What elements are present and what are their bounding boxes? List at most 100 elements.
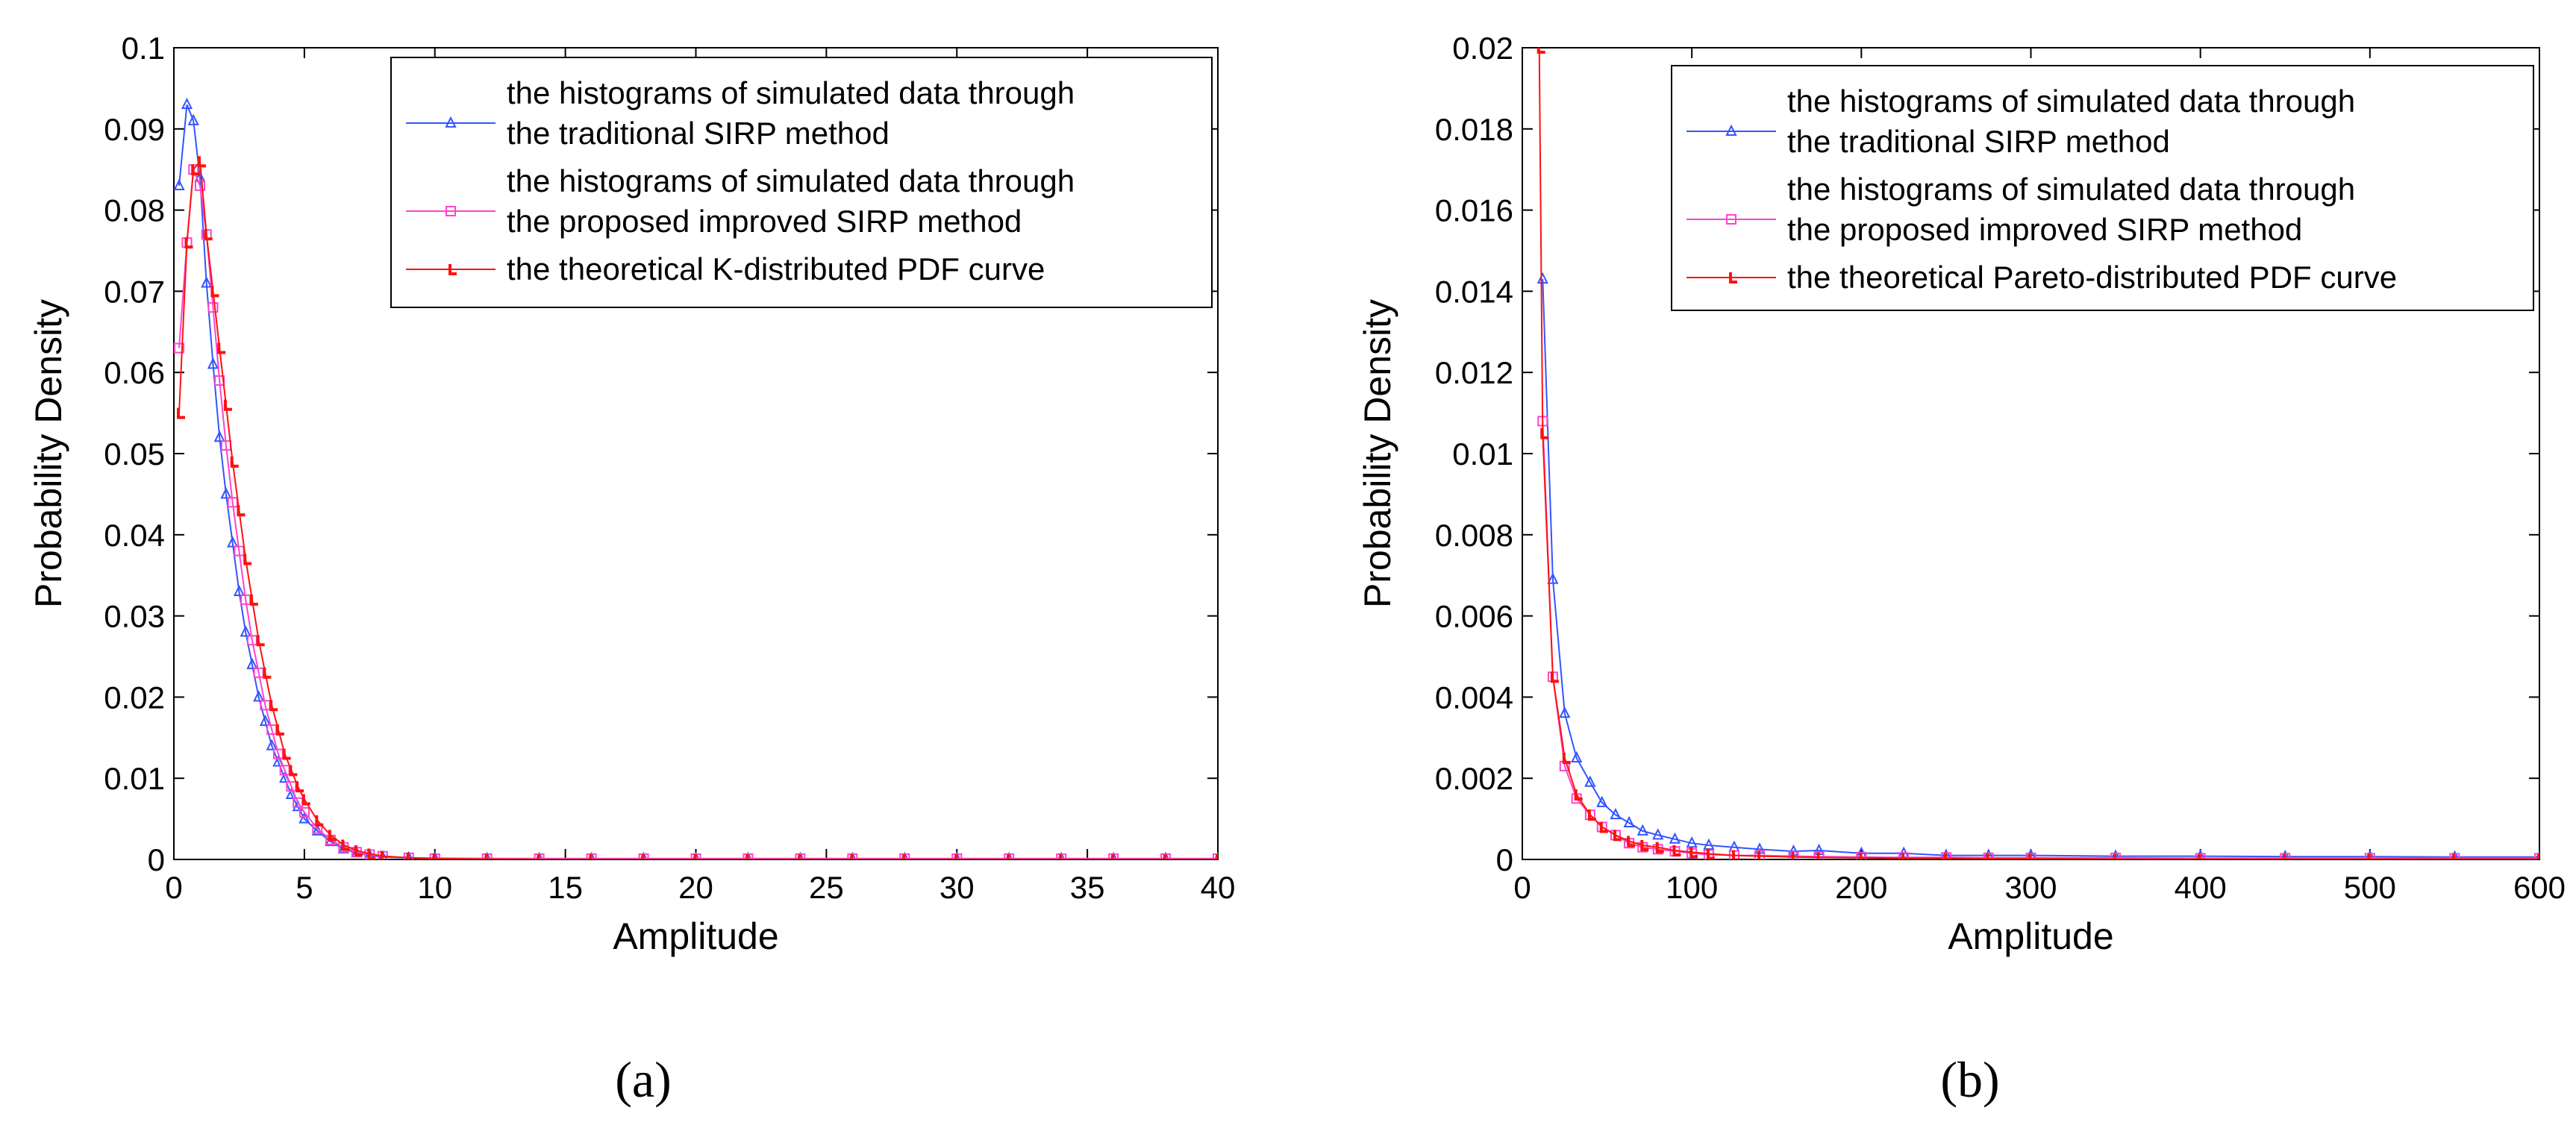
data-point-improved	[2280, 853, 2291, 859]
data-point-theoretical	[217, 342, 226, 354]
data-point-theoretical	[197, 156, 206, 168]
data-point-theoretical	[204, 229, 213, 241]
data-point-theoretical	[1640, 839, 1649, 851]
data-point-improved	[2364, 853, 2375, 859]
data-point-theoretical	[2198, 853, 2201, 859]
data-point-traditional	[1636, 824, 1648, 836]
x-tick-label: 0	[1513, 870, 1531, 905]
data-point-theoretical	[1901, 853, 1905, 859]
legend-label-traditional: the histograms of simulated data through	[1787, 84, 2355, 119]
legend-label-traditional: the traditional SIRP method	[1787, 124, 2170, 159]
y-tick-label: 0.09	[104, 112, 165, 147]
series-layer	[174, 97, 1218, 859]
data-point-traditional	[201, 276, 213, 288]
data-point-theoretical	[249, 594, 258, 606]
data-point-traditional	[227, 536, 239, 548]
data-point-improved	[2195, 853, 2206, 859]
data-point-traditional	[266, 739, 278, 751]
legend-marker-traditional	[445, 116, 457, 128]
data-point-theoretical	[432, 853, 436, 859]
y-tick-label: 0.002	[1435, 761, 1513, 796]
legend-marker-theoretical	[448, 264, 457, 275]
legend-label-traditional: the histograms of simulated data through	[507, 75, 1075, 110]
data-point-improved	[899, 853, 910, 859]
data-point-theoretical	[1706, 848, 1715, 859]
data-point-theoretical	[380, 850, 389, 859]
legend-marker-improved	[446, 206, 456, 216]
series-theoretical	[176, 156, 1218, 859]
series-line-traditional	[1542, 279, 2539, 858]
legend-label-improved: the histograms of simulated data through	[507, 163, 1075, 198]
data-point-theoretical	[1540, 427, 1549, 439]
data-point-improved	[194, 180, 205, 191]
y-tick-label: 0.01	[104, 761, 165, 796]
data-point-theoretical	[263, 667, 272, 679]
data-point-improved	[795, 853, 806, 859]
data-point-theoretical	[798, 854, 801, 859]
x-tick-label: 200	[1835, 870, 1887, 905]
data-point-theoretical	[1562, 753, 1571, 764]
data-point-theoretical	[1986, 853, 1989, 859]
x-tick-label: 40	[1201, 870, 1236, 905]
data-point-theoretical	[1550, 671, 1559, 683]
data-point-theoretical	[641, 854, 645, 859]
y-tick-label: 0.1	[122, 31, 165, 66]
data-point-traditional	[1596, 795, 1608, 807]
series-traditional	[1536, 272, 2539, 859]
data-point-theoretical	[256, 635, 265, 647]
x-axis-label: Amplitude	[613, 915, 778, 957]
data-point-traditional	[253, 690, 265, 702]
legend: the histograms of simulated data through…	[1671, 65, 2534, 311]
data-point-theoretical	[223, 399, 232, 411]
data-point-traditional	[181, 97, 193, 110]
y-tick-label: 0.03	[104, 599, 165, 634]
data-point-theoretical	[184, 237, 193, 249]
data-point-traditional	[1610, 807, 1622, 820]
data-point-theoretical	[1731, 850, 1740, 859]
data-point-theoretical	[1859, 852, 1863, 859]
data-point-theoretical	[2452, 853, 2456, 859]
data-point-improved	[2534, 853, 2539, 859]
x-tick-label: 15	[548, 870, 583, 905]
legend-label-improved: the proposed improved SIRP method	[507, 204, 1022, 239]
x-tick-label: 35	[1070, 870, 1105, 905]
data-point-theoretical	[537, 854, 540, 859]
y-tick-label: 0.014	[1435, 274, 1513, 309]
legend-marker-improved	[1726, 214, 1736, 225]
data-point-theoretical	[1613, 830, 1622, 842]
chart-a: 0 0.01 0.02 0.03 0.04 0.05 0.06 0.07 0.08 0.09 0.1…	[28, 31, 1235, 957]
y-tick-label: 0.02	[1452, 31, 1513, 66]
data-point-improved	[1813, 851, 1825, 859]
y-tick-label: 0.04	[104, 518, 165, 553]
data-point-traditional	[1559, 706, 1571, 718]
data-point-theoretical	[275, 724, 284, 736]
data-point-theoretical	[230, 456, 239, 468]
data-point-traditional	[246, 657, 258, 669]
data-point-traditional	[1623, 815, 1635, 828]
data-point-traditional	[2365, 849, 2375, 859]
x-tick-label: 500	[2344, 870, 2396, 905]
x-tick-label: 5	[296, 870, 313, 905]
x-tick-label: 400	[2175, 870, 2227, 905]
data-point-improved	[227, 497, 238, 508]
legend-box	[390, 57, 1213, 308]
y-tick-label: 0.004	[1435, 680, 1513, 715]
data-point-traditional	[1547, 572, 1559, 584]
data-point-theoretical	[176, 407, 185, 419]
data-point-theoretical	[2367, 853, 2371, 859]
data-point-improved	[1898, 852, 1910, 859]
y-tick-label: 0.02	[104, 680, 165, 715]
x-tick-label: 20	[678, 870, 713, 905]
data-point-improved	[1056, 853, 1067, 859]
y-tick-label: 0.018	[1435, 112, 1513, 147]
x-tick-label: 0	[165, 870, 182, 905]
data-point-improved	[847, 853, 858, 859]
data-point-improved	[2449, 853, 2460, 859]
data-point-improved	[1213, 853, 1218, 859]
data-point-improved	[214, 375, 225, 386]
x-tick-label: 300	[2004, 870, 2057, 905]
data-point-improved	[207, 302, 219, 313]
data-point-theoretical	[484, 853, 488, 859]
series-layer	[1536, 48, 2539, 859]
